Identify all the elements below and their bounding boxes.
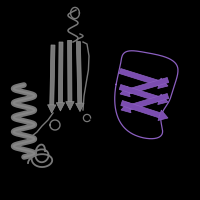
Polygon shape [121,102,131,113]
Polygon shape [58,42,63,103]
Polygon shape [119,85,160,102]
Polygon shape [50,45,55,105]
Polygon shape [48,105,56,113]
Polygon shape [121,101,160,118]
Polygon shape [76,103,84,112]
Polygon shape [158,94,168,105]
Polygon shape [120,86,130,97]
Polygon shape [129,94,169,110]
Polygon shape [119,69,160,86]
Polygon shape [56,103,65,111]
Polygon shape [128,78,169,94]
Polygon shape [76,42,82,103]
Polygon shape [66,102,74,110]
Polygon shape [158,78,168,89]
Polygon shape [68,40,72,102]
Polygon shape [158,110,168,121]
